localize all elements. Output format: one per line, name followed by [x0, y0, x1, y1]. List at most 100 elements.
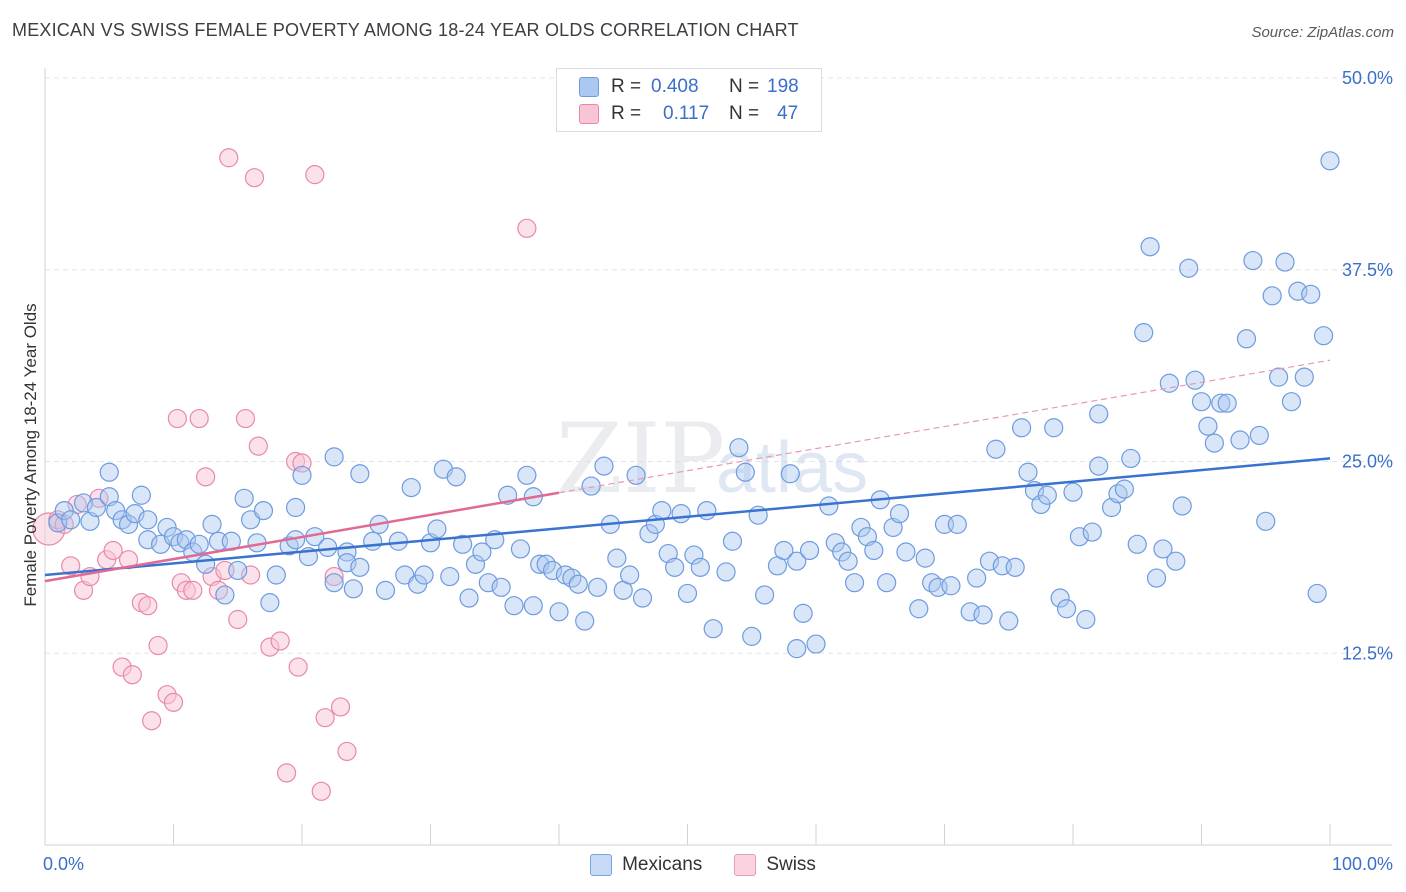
- swiss-point: [517, 218, 537, 238]
- mexicans-point: [427, 519, 447, 539]
- mexicans-point: [61, 510, 81, 530]
- swiss-point: [248, 436, 268, 456]
- mexicans-point: [684, 545, 704, 565]
- legend-row-swiss: R = 0.117 N = 47: [579, 101, 798, 127]
- swiss-point: [196, 467, 216, 487]
- mexicans-point: [620, 565, 640, 585]
- mexicans-point: [1140, 237, 1160, 257]
- watermark-zip: ZIP: [556, 403, 725, 515]
- mexicans-point: [446, 467, 466, 487]
- mexicans-point: [1301, 284, 1321, 304]
- swiss-point: [330, 697, 351, 717]
- mexicans-point: [234, 488, 254, 508]
- swiss-point: [235, 408, 256, 429]
- mexicans-point: [568, 574, 588, 594]
- x-tick-label: 0.0%: [43, 854, 84, 874]
- mexicans-point: [1230, 430, 1250, 450]
- mexicans-point: [986, 439, 1006, 459]
- legend-label-swiss: Swiss: [766, 854, 816, 875]
- mexicans-point: [99, 462, 119, 482]
- mexicans-point: [877, 573, 897, 593]
- y-tick-label: 25.0%: [1342, 452, 1393, 472]
- legend-swatch-swiss: [579, 104, 599, 124]
- mexicans-point: [703, 619, 723, 639]
- mexicans-point: [1249, 425, 1269, 446]
- mexicans-point: [979, 551, 1000, 571]
- mexicans-point: [196, 554, 216, 574]
- swiss-trend-line-solid: [44, 491, 560, 583]
- y-axis-label: Female Poverty Among 18-24 Year Olds: [21, 303, 40, 606]
- mexicans-point: [896, 542, 916, 562]
- swiss-point: [305, 165, 325, 185]
- mexicans-point: [735, 462, 755, 482]
- swiss-point: [276, 763, 297, 783]
- mexicans-point: [915, 548, 935, 568]
- y-tick-label: 37.5%: [1342, 260, 1393, 280]
- mexicans-point: [844, 573, 865, 593]
- mexicans-point: [491, 577, 511, 597]
- swiss-point: [61, 556, 81, 576]
- r-value: 0.408: [651, 76, 699, 97]
- mexicans-point: [440, 566, 460, 587]
- mexicans-point: [665, 557, 685, 577]
- mexicans-point: [1005, 557, 1025, 577]
- mexicans-point: [228, 560, 248, 581]
- mexicans-point: [1089, 456, 1109, 476]
- mexicans-point: [1089, 404, 1109, 424]
- n-label: N =: [729, 103, 760, 124]
- mexicans-point: [472, 542, 492, 562]
- mexicans-point: [632, 588, 653, 608]
- mexicans-point: [793, 603, 813, 623]
- mexicans-point: [838, 551, 858, 571]
- series-legend: Mexicans Swiss: [0, 852, 1406, 878]
- mexicans-point: [774, 540, 794, 561]
- swiss-point: [163, 692, 184, 712]
- mexicans-point: [363, 531, 383, 551]
- correlation-legend: R = 0.408 N = 198 R = 0.117 N = 47: [556, 68, 822, 132]
- legend-item-swiss[interactable]: Swiss: [734, 854, 816, 876]
- mexicans-point: [1134, 323, 1154, 343]
- mexicans-point: [1069, 527, 1090, 547]
- mexicans-point: [375, 580, 396, 600]
- swiss-point: [337, 741, 357, 762]
- swiss-point: [311, 781, 331, 801]
- mexicans-point: [1056, 599, 1077, 619]
- mexicans-point: [626, 465, 646, 485]
- mexicans-point: [138, 510, 158, 530]
- mexicans-point: [266, 565, 286, 585]
- mexicans-point: [1243, 250, 1263, 271]
- mexicans-point: [337, 553, 357, 573]
- mexicans-point: [947, 514, 967, 534]
- legend-item-mexicans[interactable]: Mexicans: [590, 854, 702, 876]
- mexicans-point: [343, 579, 363, 599]
- mexicans-point: [292, 465, 312, 485]
- mexicans-point: [754, 585, 775, 605]
- mexicans-point: [138, 530, 158, 550]
- axes: [44, 68, 1392, 846]
- mexicans-point: [549, 602, 569, 622]
- mexicans-point: [799, 540, 820, 561]
- legend-swatch-mexicans: [590, 854, 613, 876]
- mexicans-point: [350, 464, 370, 484]
- swiss-point: [142, 711, 162, 731]
- mexicans-point: [677, 583, 698, 604]
- mexicans-point: [780, 464, 800, 484]
- mexicans-point: [478, 573, 498, 593]
- mexicans-point: [510, 539, 531, 559]
- mexicans-point: [176, 530, 196, 550]
- swiss-point: [241, 565, 261, 585]
- mexicans-point: [118, 514, 139, 534]
- mexicans-point: [716, 562, 736, 582]
- mexicans-point: [1217, 393, 1237, 413]
- swiss-point: [103, 540, 123, 561]
- mexicans-point: [517, 465, 537, 485]
- mexicans-point: [1211, 393, 1231, 413]
- mexicans-point: [690, 557, 710, 577]
- swiss-point: [167, 408, 187, 429]
- mexicans-point: [607, 548, 627, 568]
- r-label: R =: [611, 76, 642, 97]
- mexicans-point: [1172, 496, 1192, 516]
- mexicans-point: [253, 500, 274, 521]
- mexicans-point: [202, 514, 222, 534]
